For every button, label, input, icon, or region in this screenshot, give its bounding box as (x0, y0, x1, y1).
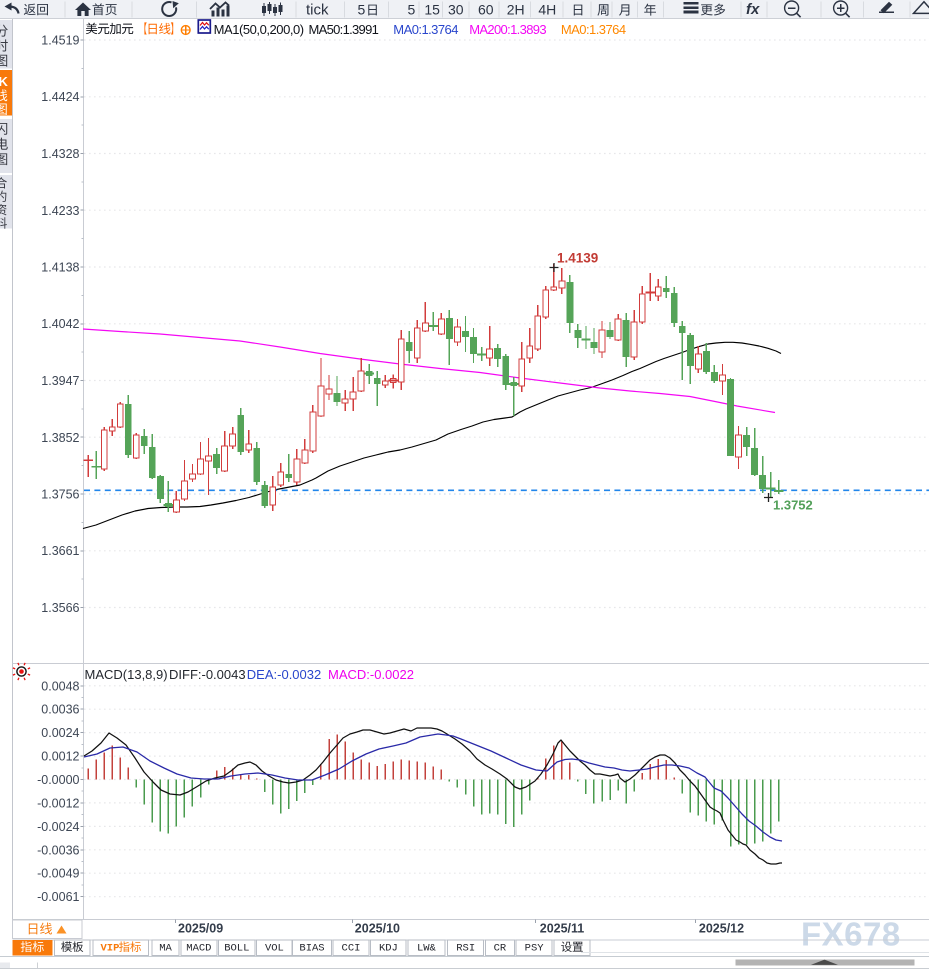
svg-text:1.3566: 1.3566 (41, 601, 79, 615)
svg-text:-0.0036: -0.0036 (37, 843, 79, 857)
svg-text:MA1(50,0,200,0): MA1(50,0,200,0) (214, 22, 304, 37)
svg-text:tick: tick (306, 2, 329, 19)
svg-text:0.0012: 0.0012 (41, 750, 79, 764)
svg-text:1.3852: 1.3852 (41, 431, 79, 445)
svg-text:-0.0000: -0.0000 (37, 773, 79, 787)
svg-text:2025/11: 2025/11 (540, 922, 585, 936)
svg-text:60: 60 (478, 2, 494, 18)
svg-text:15: 15 (424, 2, 440, 18)
svg-text:MACD: MACD (186, 943, 211, 955)
svg-text:2025/12: 2025/12 (699, 922, 744, 936)
svg-text:0.0036: 0.0036 (41, 703, 79, 717)
svg-text:1.4328: 1.4328 (41, 147, 79, 161)
svg-text:DEA:-0.0032: DEA:-0.0032 (247, 667, 321, 682)
svg-text:PSY: PSY (525, 943, 545, 955)
svg-text:MACD:-0.0022: MACD:-0.0022 (328, 667, 414, 682)
svg-text:1.3752: 1.3752 (773, 498, 813, 513)
svg-text:1.3947: 1.3947 (41, 374, 79, 388)
svg-text:MA: MA (159, 943, 172, 955)
svg-text:1.4042: 1.4042 (41, 317, 79, 331)
svg-text:5: 5 (408, 2, 416, 18)
svg-text:VIP: VIP (101, 943, 120, 955)
svg-text:BIAS: BIAS (299, 943, 324, 955)
svg-text:1.4233: 1.4233 (41, 204, 79, 218)
svg-text:4H: 4H (538, 2, 556, 18)
svg-text:30: 30 (448, 2, 464, 18)
svg-text:DIFF:-0.0043: DIFF:-0.0043 (169, 667, 246, 682)
svg-text:BOLL: BOLL (224, 943, 249, 955)
svg-text:MA0:1.3764: MA0:1.3764 (561, 22, 626, 37)
svg-text:MA200:1.3893: MA200:1.3893 (469, 22, 546, 37)
svg-text:MA0:1.3764: MA0:1.3764 (393, 22, 458, 37)
svg-text:-0.0049: -0.0049 (37, 867, 79, 881)
svg-text:-0.0024: -0.0024 (37, 820, 79, 834)
svg-text:RSI: RSI (456, 943, 475, 955)
svg-text:CCI: CCI (342, 943, 361, 955)
svg-text:MACD(13,8,9): MACD(13,8,9) (85, 667, 168, 682)
svg-text:LW&: LW& (417, 943, 437, 955)
svg-text:2H: 2H (507, 2, 525, 18)
svg-text:1.4424: 1.4424 (41, 90, 79, 104)
svg-text:1.3756: 1.3756 (41, 488, 79, 502)
svg-text:0.0048: 0.0048 (41, 679, 79, 693)
svg-text:1.4139: 1.4139 (557, 251, 598, 266)
svg-text:2025/10: 2025/10 (355, 922, 400, 936)
svg-text:1.3661: 1.3661 (41, 544, 79, 558)
svg-text:5: 5 (358, 2, 366, 18)
svg-text:-0.0061: -0.0061 (37, 890, 79, 904)
svg-text:KDJ: KDJ (379, 943, 398, 955)
svg-text:2025/09: 2025/09 (178, 922, 223, 936)
svg-text:-0.0012: -0.0012 (37, 796, 79, 810)
svg-text:VOL: VOL (265, 943, 284, 955)
svg-text:1.4519: 1.4519 (41, 34, 79, 48)
svg-text:0.0024: 0.0024 (41, 726, 79, 740)
svg-text:1.4138: 1.4138 (41, 261, 79, 275)
svg-text:K: K (0, 74, 9, 89)
svg-text:fx: fx (746, 1, 760, 18)
svg-text:CR: CR (494, 943, 507, 955)
svg-text:FX678: FX678 (801, 916, 901, 953)
svg-text:MA50:1.3991: MA50:1.3991 (309, 22, 379, 37)
